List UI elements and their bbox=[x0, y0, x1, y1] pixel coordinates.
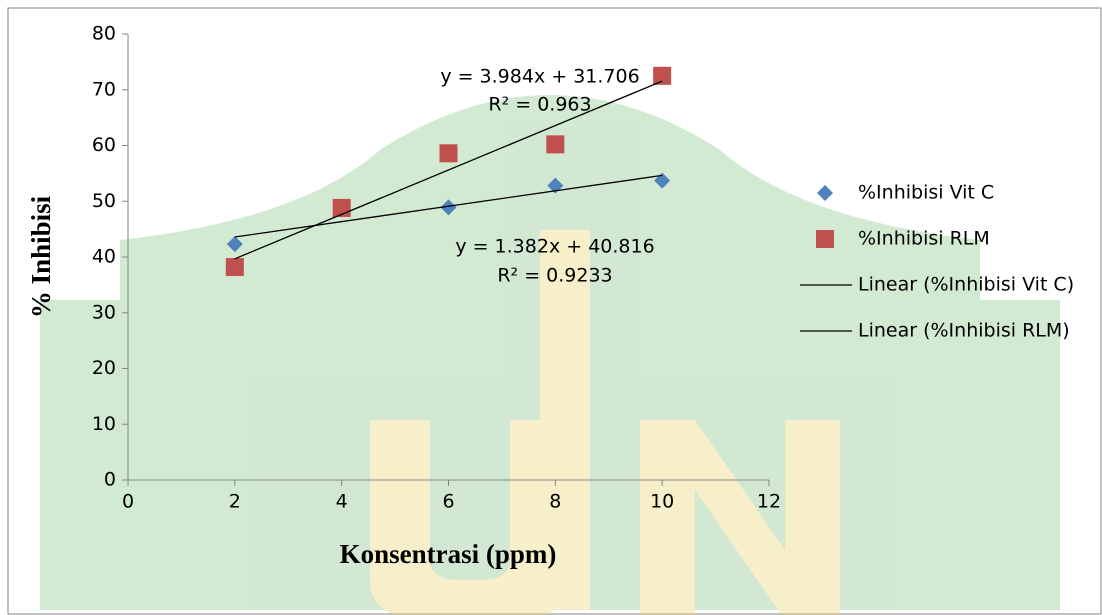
data-point bbox=[440, 144, 458, 162]
y-tick-label: 60 bbox=[92, 134, 116, 156]
x-tick-label: 2 bbox=[229, 491, 241, 513]
x-tick-label: 0 bbox=[122, 491, 134, 513]
x-tick-label: 12 bbox=[757, 491, 781, 513]
legend-label: Linear (%Inhibisi Vit C) bbox=[858, 274, 1074, 296]
legend-marker bbox=[816, 230, 834, 248]
legend-label: Linear (%Inhibisi RLM) bbox=[858, 320, 1070, 342]
y-tick-label: 30 bbox=[92, 301, 116, 323]
x-axis-title: Konsentrasi (ppm) bbox=[340, 539, 557, 569]
trendline-equation: y = 1.382x + 40.816 bbox=[455, 236, 654, 258]
trendline-r2: R² = 0.9233 bbox=[497, 265, 612, 287]
x-tick-label: 8 bbox=[549, 491, 561, 513]
y-axis-title: % Inhibisi bbox=[26, 195, 56, 318]
y-tick-label: 20 bbox=[92, 357, 116, 379]
y-tick-label: 80 bbox=[92, 23, 116, 45]
chart: Konsentrasi (ppm) % Inhibisi 01020304050… bbox=[0, 0, 1102, 615]
x-tick-label: 6 bbox=[442, 491, 454, 513]
y-tick-label: 10 bbox=[92, 413, 116, 435]
x-tick-label: 4 bbox=[336, 491, 348, 513]
data-point bbox=[546, 135, 564, 153]
legend-label: %Inhibisi RLM bbox=[858, 228, 990, 250]
y-tick-label: 70 bbox=[92, 78, 116, 100]
data-point bbox=[653, 67, 671, 85]
trendline-equation: y = 3.984x + 31.706 bbox=[440, 66, 639, 88]
trendline-r2: R² = 0.963 bbox=[488, 94, 591, 116]
y-tick-label: 50 bbox=[92, 190, 116, 212]
y-tick-label: 40 bbox=[92, 246, 116, 268]
x-tick-label: 10 bbox=[650, 491, 674, 513]
y-tick-label: 0 bbox=[104, 469, 116, 491]
legend-label: %Inhibisi Vit C bbox=[858, 182, 994, 204]
data-point bbox=[226, 258, 244, 276]
